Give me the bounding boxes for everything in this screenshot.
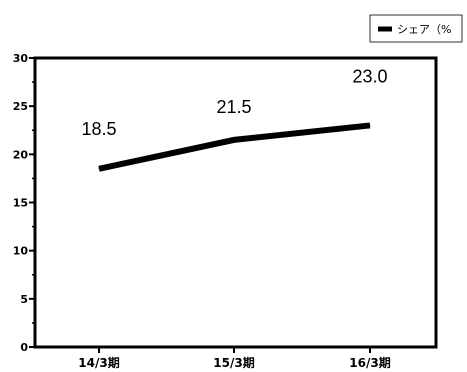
y-tick-label-10: 10 (13, 245, 29, 258)
y-tick-label-25: 25 (13, 100, 28, 113)
series-line-0 (98, 122, 371, 172)
x-tick-label-2: 16/3期 (349, 355, 390, 370)
y-tick-label-20: 20 (13, 148, 29, 161)
data-label-0: 18.5 (81, 119, 116, 139)
data-label-1: 21.5 (216, 97, 251, 117)
x-axis: 14/3期 15/3期 16/3期 (78, 347, 391, 370)
data-labels: 18.5 21.5 23.0 (81, 66, 387, 138)
data-point-2 (369, 124, 371, 126)
legend: シェア（% (369, 14, 463, 43)
series-group (98, 122, 371, 172)
x-tick-label-1: 15/3期 (213, 355, 254, 370)
y-tick-label-5: 5 (20, 293, 28, 306)
data-label-2: 23.0 (352, 66, 387, 86)
data-point-0 (98, 168, 100, 170)
y-tick-label-0: 0 (20, 341, 28, 354)
data-point-1 (233, 139, 235, 141)
y-axis: 0 5 10 15 20 25 30 (13, 52, 35, 354)
legend-label: シェア（% (397, 23, 451, 36)
y-tick-label-30: 30 (13, 52, 29, 65)
y-tick-label-15: 15 (13, 197, 28, 210)
x-tick-label-0: 14/3期 (78, 355, 119, 370)
